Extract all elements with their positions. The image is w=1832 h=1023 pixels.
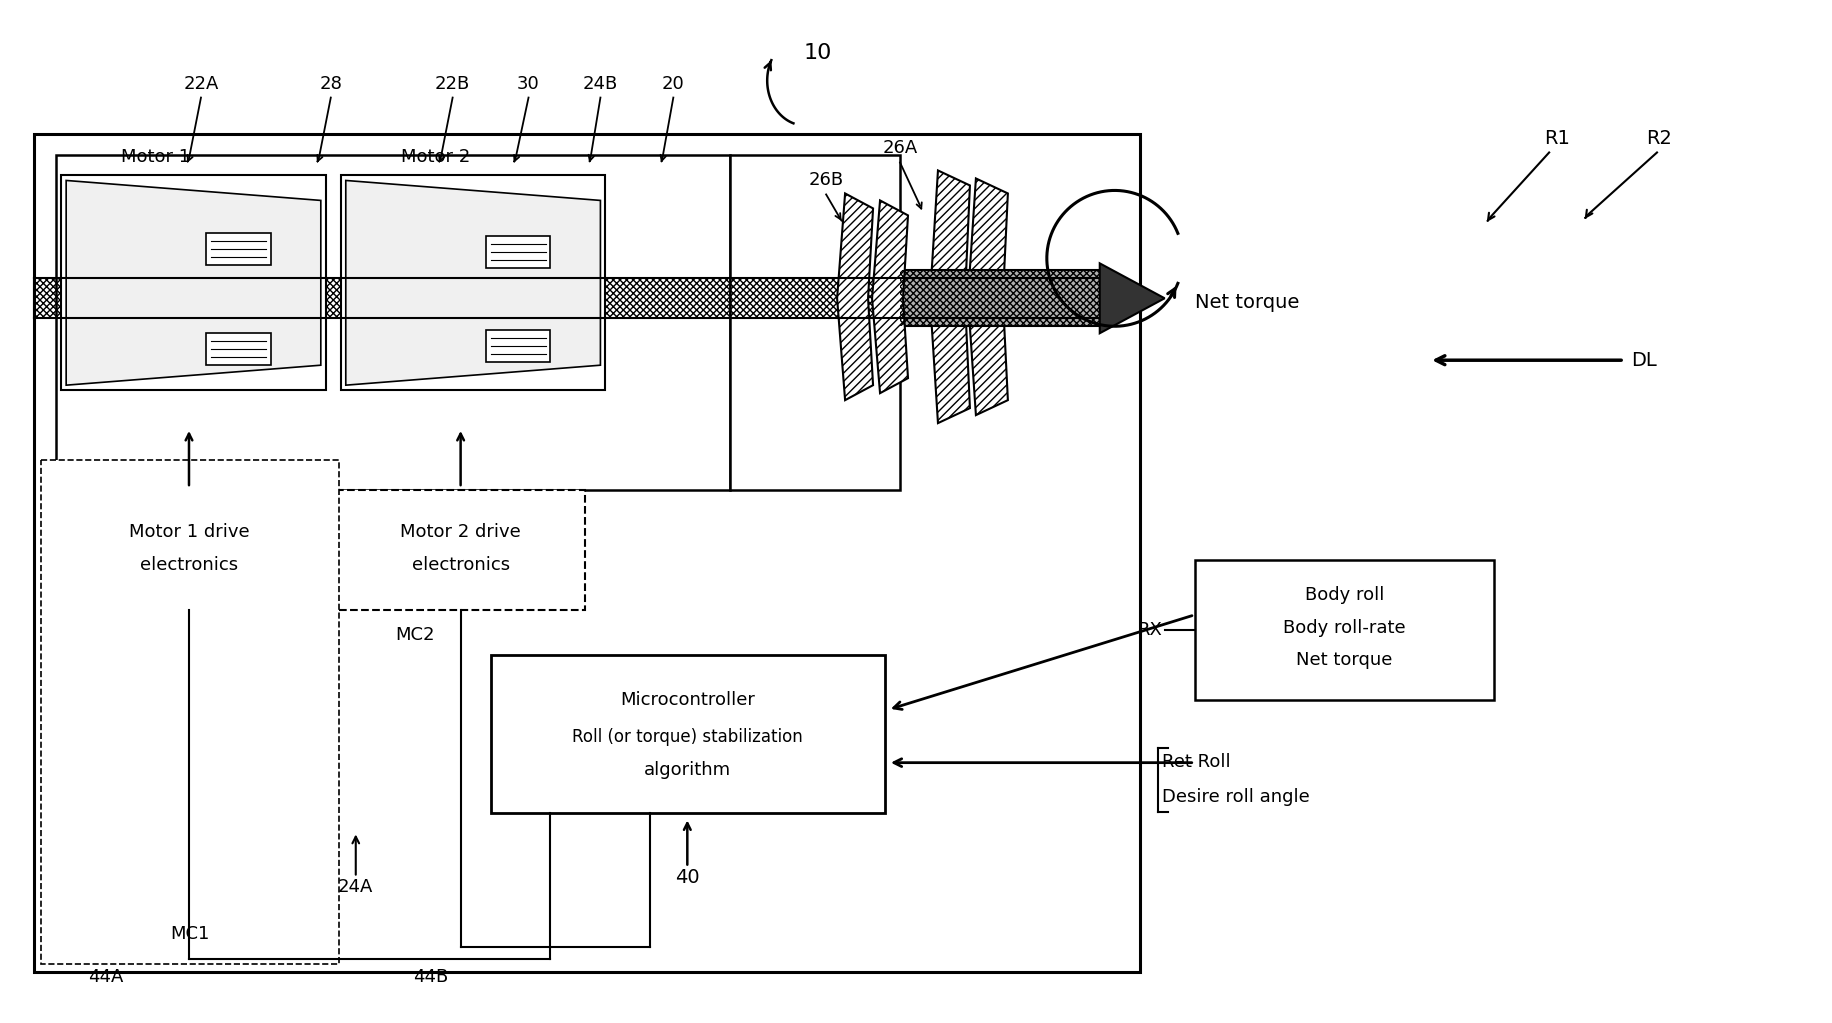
Bar [731, 155, 900, 490]
Polygon shape [837, 193, 874, 400]
Text: Body roll: Body roll [1304, 586, 1385, 604]
Text: algorithm: algorithm [643, 761, 731, 779]
Text: DL: DL [1630, 351, 1656, 369]
Bar [40, 460, 339, 965]
Text: MC1: MC1 [170, 926, 209, 943]
Text: 26A: 26A [883, 139, 918, 158]
Bar [205, 333, 271, 365]
Bar [57, 155, 731, 490]
Text: 30: 30 [517, 75, 540, 93]
Text: Net torque: Net torque [1194, 293, 1299, 312]
Text: 24B: 24B [583, 75, 617, 93]
Text: Body roll-rate: Body roll-rate [1282, 619, 1405, 637]
Text: Ret Roll: Ret Roll [1161, 753, 1231, 770]
Polygon shape [346, 180, 601, 386]
Text: R2: R2 [1647, 129, 1673, 148]
Text: 40: 40 [674, 868, 700, 887]
Text: Motor 1: Motor 1 [121, 148, 191, 167]
Text: 44B: 44B [412, 969, 449, 986]
Text: 44A: 44A [88, 969, 125, 986]
Text: Net torque: Net torque [1297, 651, 1392, 669]
Text: 20: 20 [661, 75, 685, 93]
Text: 22B: 22B [434, 75, 471, 93]
Bar [341, 176, 605, 390]
Text: 22A: 22A [183, 75, 218, 93]
Text: Roll (or torque) stabilization: Roll (or torque) stabilization [572, 727, 802, 746]
Bar [485, 236, 550, 268]
Text: 10: 10 [804, 43, 832, 62]
Bar [491, 655, 885, 812]
Polygon shape [1099, 263, 1165, 333]
Bar [1194, 560, 1495, 700]
Text: electronics: electronics [139, 555, 238, 574]
Text: Motor 2: Motor 2 [401, 148, 471, 167]
Bar [35, 278, 1099, 318]
Text: Microcontroller: Microcontroller [619, 691, 755, 709]
Bar [64, 490, 313, 610]
Polygon shape [967, 178, 1008, 415]
Bar [35, 134, 1140, 973]
Bar [485, 330, 550, 362]
Text: 24A: 24A [339, 879, 374, 896]
Text: electronics: electronics [412, 555, 509, 574]
Polygon shape [931, 171, 969, 424]
Polygon shape [872, 201, 909, 393]
Bar [900, 270, 1099, 326]
Bar [900, 270, 1099, 326]
Text: R1: R1 [1544, 129, 1570, 148]
Bar [205, 233, 271, 265]
Bar [335, 490, 586, 610]
Text: Desire roll angle: Desire roll angle [1161, 788, 1310, 805]
Bar [35, 278, 1099, 318]
Text: Motor 1 drive: Motor 1 drive [128, 523, 249, 541]
Polygon shape [66, 180, 321, 386]
Bar [60, 176, 326, 390]
Text: MC2: MC2 [396, 626, 436, 643]
Text: 28: 28 [319, 75, 343, 93]
Text: RX: RX [1138, 621, 1161, 638]
Text: Motor 2 drive: Motor 2 drive [399, 523, 520, 541]
Text: 26B: 26B [808, 172, 845, 189]
